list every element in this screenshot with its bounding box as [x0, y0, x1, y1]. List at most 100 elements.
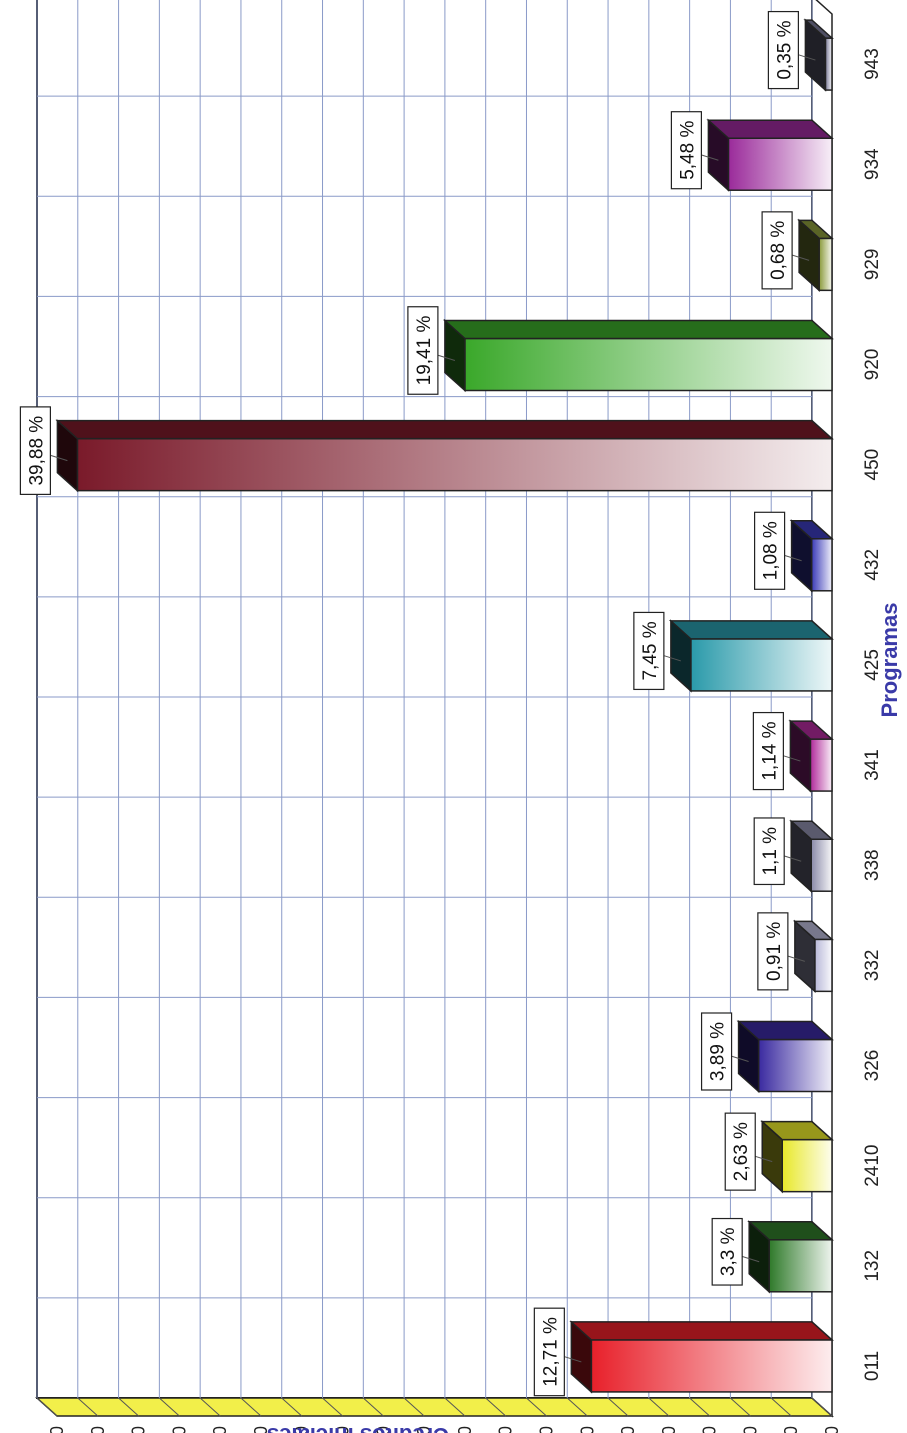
bar-front [464, 337, 833, 392]
bar-side-face [789, 520, 834, 540]
bar-front [824, 37, 833, 91]
floor-gridline [322, 1397, 343, 1417]
x-tick-label: 943 [862, 48, 883, 80]
y-axis-title: Créditos iniciales [267, 1423, 449, 1433]
bar-side-face [792, 920, 834, 941]
bar-front [810, 838, 833, 892]
y-tick-label: 700.000 [251, 1426, 271, 1433]
data-label-box [533, 1307, 565, 1397]
data-label: 0,68 % [768, 221, 789, 280]
bar-front [727, 137, 833, 191]
y-tick-label: 900.000 [88, 1426, 108, 1433]
bar-front [690, 638, 833, 692]
data-label-box [753, 817, 785, 886]
x-tick-label: 341 [862, 749, 883, 781]
data-label-box [757, 912, 789, 991]
data-label: 12,71 % [540, 1317, 561, 1387]
data-label-box [633, 611, 665, 691]
bar-432 [789, 519, 834, 593]
bar-front [810, 538, 833, 592]
y-tick-label: 400.000 [496, 1426, 516, 1433]
bar-341 [788, 719, 834, 793]
bar-132 [747, 1220, 834, 1294]
y-tick-label: 300.000 [577, 1426, 597, 1433]
bar-450 [55, 418, 834, 493]
x-tick-label: 425 [862, 649, 883, 681]
data-label: 1,14 % [759, 721, 780, 780]
floor-gridline [526, 1397, 547, 1417]
bar-side-face [736, 1020, 834, 1041]
data-label-box [407, 306, 439, 395]
x-tick-label: 132 [862, 1250, 883, 1282]
data-label-box [670, 111, 702, 190]
y-tick-label: 250.000 [618, 1426, 638, 1433]
bar-side-face [569, 1321, 834, 1341]
bar-front [590, 1339, 833, 1393]
bar-929 [797, 218, 834, 293]
x-tick-label: 338 [862, 849, 883, 881]
bar-side-face [797, 219, 834, 240]
data-label: 0,35 % [774, 20, 795, 79]
bar-side-face [760, 1120, 834, 1141]
floor-gridline [730, 1397, 751, 1417]
bar-920 [442, 318, 834, 393]
x-tick-label: 011 [862, 1351, 883, 1381]
y-tick-label: 750.000 [210, 1426, 230, 1433]
floor-gridline [199, 1397, 221, 1417]
floor-gridline [403, 1397, 425, 1417]
floor-gridline [485, 1397, 507, 1417]
bar-front [781, 1138, 833, 1193]
data-label-box [752, 711, 784, 791]
bar-338 [789, 819, 834, 893]
bar-side-face [789, 820, 834, 840]
floor-gridline [770, 1397, 792, 1417]
floor-gridline [811, 1397, 833, 1417]
floor-gridline [362, 1397, 384, 1417]
y-tick-label: 600.000 [333, 1426, 353, 1433]
bar-side-face [668, 620, 834, 640]
floor-gridline [607, 1397, 629, 1417]
bar-326 [736, 1019, 834, 1094]
data-label: 3,89 % [708, 1022, 729, 1081]
bar-side-face [442, 319, 834, 340]
bar-943 [803, 18, 834, 92]
bar-front [809, 738, 833, 792]
data-label-box [724, 1112, 756, 1191]
data-label: 3,3 % [718, 1227, 739, 1276]
floor-gridline [118, 1397, 139, 1417]
bar-front [76, 437, 833, 492]
data-label-box [700, 1012, 733, 1091]
floor-gridline [281, 1397, 303, 1417]
bar-front [818, 237, 833, 292]
data-label-box [19, 406, 51, 495]
floor-gridline [77, 1397, 99, 1417]
floor-gridline [444, 1397, 466, 1417]
bar-332 [792, 919, 834, 994]
data-label-box [767, 10, 799, 90]
x-tick-label: 332 [862, 950, 883, 982]
bar-side-face [747, 1221, 834, 1241]
data-label-box [754, 511, 786, 590]
side-wall [811, 0, 833, 1418]
floor-gridline [566, 1397, 588, 1417]
bar-side-face [55, 419, 834, 440]
x-axis-title: Programas [877, 603, 902, 718]
bar-2410 [760, 1119, 834, 1194]
x-tick-label: 934 [862, 148, 883, 180]
floor-gridline [36, 1397, 58, 1417]
bar-side-face [788, 720, 834, 740]
floor-gridline [159, 1397, 180, 1417]
y-tick-label: 800.000 [169, 1426, 189, 1433]
x-tick-label: 920 [862, 349, 883, 381]
data-label: 1,1 % [760, 827, 781, 876]
x-tick-label: 2410 [862, 1145, 883, 1187]
bar-side-face [706, 119, 834, 139]
data-label: 5,48 % [677, 121, 698, 180]
back-wall [36, 0, 813, 1399]
floor-gridline [648, 1397, 670, 1417]
y-tick-label: 100.000 [740, 1426, 760, 1433]
floor-plane [35, 1397, 834, 1417]
y-tick-label: 50.000 [781, 1426, 801, 1433]
